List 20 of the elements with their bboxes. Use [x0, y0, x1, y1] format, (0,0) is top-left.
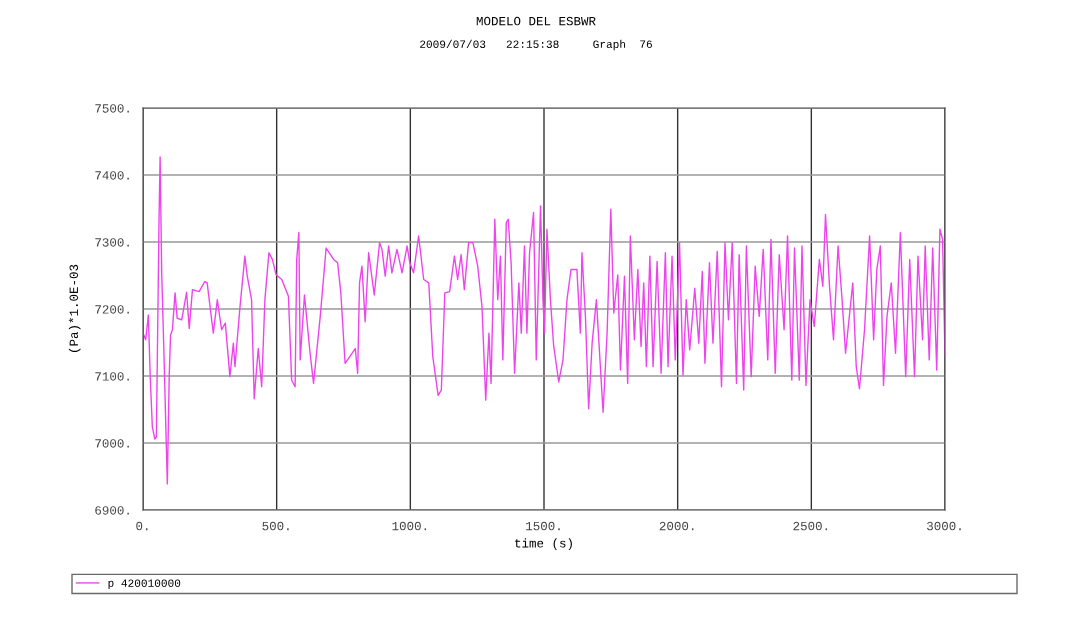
legend-label: p 420010000 — [108, 579, 181, 590]
y-tick-label: 7000. — [95, 439, 129, 448]
chart-subtitle: 2009/07/03 22:15:38 Graph 76 — [420, 39, 652, 51]
line-series — [143, 156, 945, 485]
x-tick-label: 1500. — [526, 521, 560, 531]
x-axis-title: time (s) — [515, 538, 572, 550]
y-tick-label: 7500. — [95, 104, 129, 113]
y-tick-label: 7200. — [95, 305, 129, 314]
y-axis-title: (Pa)*1.0E-03 — [68, 264, 81, 352]
y-tick-label: 7300. — [95, 238, 129, 247]
x-tick-label: 3000. — [927, 521, 961, 531]
chart-title: MODELO DEL ESBWR — [476, 16, 596, 26]
y-tick-label: 7400. — [95, 171, 129, 180]
x-tick-label: 2500. — [793, 521, 828, 531]
y-tick-label: 7100. — [95, 372, 129, 381]
x-tick-label: 2000. — [659, 521, 694, 531]
x-tick-label: 500. — [262, 521, 289, 531]
x-tick-label: 0. — [136, 521, 148, 531]
y-tick-label: 6900. — [95, 506, 129, 515]
x-tick-label: 1000. — [392, 521, 427, 531]
